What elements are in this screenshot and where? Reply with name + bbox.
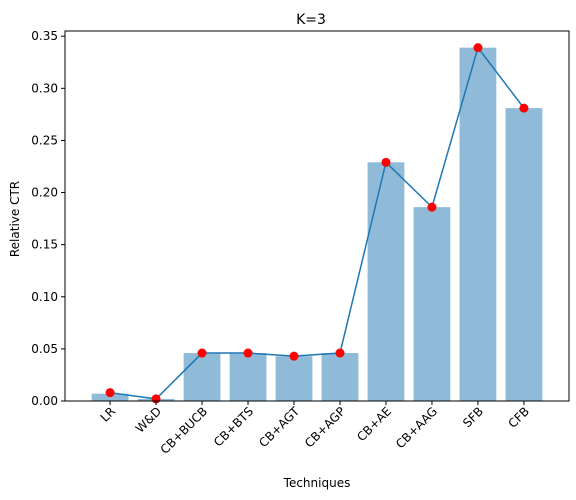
bar-sfb (459, 47, 497, 401)
y-tick-label: 0.00 (31, 394, 58, 408)
chart-title: K=3 (296, 12, 326, 28)
point-cb-ae (381, 157, 391, 167)
x-tick-label: CB+AGT (256, 404, 302, 450)
x-tick-label: CFB (506, 404, 533, 431)
line-layer (109, 46, 525, 400)
plot-frame (64, 30, 570, 402)
x-tick-label: CB+AGP (302, 404, 348, 450)
bar-cb-bucb (183, 353, 221, 401)
x-tick-label: W&D (133, 404, 164, 435)
point-cb-agp (335, 348, 345, 358)
x-tick-label: SFB (460, 404, 486, 430)
markers-layer (105, 43, 529, 404)
point-cb-aag (427, 202, 437, 212)
bar-lr (91, 393, 129, 401)
y-axis: 0.00 0.05 0.10 0.15 0.20 0.25 0.30 0.35 (31, 29, 65, 408)
point-lr (105, 388, 115, 398)
bars-layer (91, 47, 543, 401)
y-axis-label: Relative CTR (8, 181, 22, 257)
bar-cb-agt (275, 356, 313, 401)
x-tick-label: CB+AAG (393, 404, 440, 451)
bar-cb-aag (413, 207, 451, 401)
y-tick-label: 0.05 (31, 342, 58, 356)
x-tick-label: CB+BUCB (158, 404, 211, 457)
point-cb-bts (243, 348, 253, 358)
point-cfb (519, 103, 529, 113)
bar-cb-ae (367, 162, 405, 401)
bar-cfb (505, 108, 543, 401)
bar-cb-bts (229, 353, 267, 401)
y-tick-label: 0.15 (31, 238, 58, 252)
x-tick-label: CB+BTS (211, 404, 256, 449)
x-axis: LR W&DCB+BUCB CB+BTS CB+AGT CB+AGP CB+AECB+AA… (98, 401, 532, 457)
series-line (109, 46, 525, 400)
y-tick-label: 0.10 (31, 290, 58, 304)
y-tick-label: 0.20 (31, 186, 58, 200)
x-axis-label: Techniques (283, 476, 351, 490)
y-tick-label: 0.35 (31, 29, 58, 43)
point-cb-bucb (197, 348, 207, 358)
point-sfb (473, 43, 483, 53)
y-tick-label: 0.30 (31, 81, 58, 95)
point-cb-agt (289, 351, 299, 361)
x-tick-label: LR (98, 404, 119, 425)
y-tick-label: 0.25 (31, 133, 58, 147)
bar-cb-agp (321, 353, 359, 401)
x-tick-label: CB+AE (354, 404, 394, 444)
